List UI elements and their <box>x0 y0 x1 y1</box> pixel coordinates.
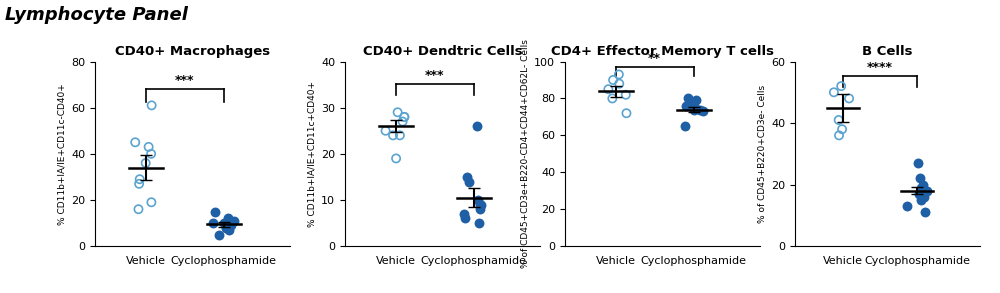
Y-axis label: % of CD45+B220+CD3e- Cells: % of CD45+B220+CD3e- Cells <box>758 85 767 223</box>
Point <box>680 96 696 101</box>
Title: CD40+ Macrophages: CD40+ Macrophages <box>115 45 270 58</box>
Text: ***: *** <box>425 69 444 82</box>
Point <box>144 103 160 108</box>
Point <box>695 109 711 114</box>
Point <box>916 195 932 199</box>
Y-axis label: % CD11b+IA/IE+CD11c-CD40+: % CD11b+IA/IE+CD11c-CD40+ <box>58 83 67 225</box>
Point <box>131 181 147 186</box>
Y-axis label: % CD11b+IA/IE+CD11c+CD40+: % CD11b+IA/IE+CD11c+CD40+ <box>308 81 317 227</box>
Point <box>834 127 850 132</box>
Point <box>143 200 159 205</box>
Point <box>919 188 935 193</box>
Point <box>223 223 239 228</box>
Point <box>378 128 394 133</box>
Point <box>684 102 700 106</box>
Point <box>833 84 849 88</box>
Point <box>138 161 154 165</box>
Point <box>473 202 489 207</box>
Point <box>605 78 621 82</box>
Point <box>604 96 620 101</box>
Point <box>688 98 704 103</box>
Point <box>911 192 927 196</box>
Point <box>913 185 929 190</box>
Y-axis label: % of CD45+CD3e+B220-CD4+CD44+CD62L- Cells: % of CD45+CD3e+B220-CD4+CD44+CD62L- Cell… <box>521 39 530 268</box>
Point <box>826 90 842 95</box>
Point <box>396 115 412 119</box>
Point <box>686 107 702 112</box>
Text: ***: *** <box>175 74 194 87</box>
Point <box>456 212 472 216</box>
Point <box>910 161 926 165</box>
Point <box>226 218 242 223</box>
Point <box>618 111 634 115</box>
Point <box>472 207 488 212</box>
Point <box>469 124 485 128</box>
Title: CD40+ Dendtric Cells: CD40+ Dendtric Cells <box>363 45 522 58</box>
Title: CD4+ Effector Memory T cells: CD4+ Effector Memory T cells <box>551 45 774 58</box>
Point <box>461 179 477 184</box>
Point <box>216 221 232 225</box>
Point <box>692 107 708 112</box>
Point <box>132 177 148 182</box>
Point <box>917 210 933 214</box>
Point <box>913 197 929 202</box>
Point <box>470 197 486 202</box>
Point <box>471 221 487 225</box>
Point <box>611 81 627 86</box>
Text: Lymphocyte Panel: Lymphocyte Panel <box>5 6 188 24</box>
Point <box>221 228 237 232</box>
Point <box>687 105 703 110</box>
Point <box>841 96 857 101</box>
Point <box>385 133 401 138</box>
Point <box>899 204 915 209</box>
Point <box>218 225 234 230</box>
Point <box>618 92 634 97</box>
Point <box>459 175 475 179</box>
Point <box>130 207 146 212</box>
Point <box>392 133 408 138</box>
Point <box>127 140 143 145</box>
Point <box>220 216 236 221</box>
Point <box>388 156 404 161</box>
Point <box>912 176 928 181</box>
Point <box>457 216 473 221</box>
Point <box>678 103 694 108</box>
Point <box>143 151 159 156</box>
Point <box>205 221 221 225</box>
Point <box>611 72 627 77</box>
Point <box>207 209 223 214</box>
Point <box>831 117 847 122</box>
Text: **: ** <box>648 52 661 65</box>
Title: B Cells: B Cells <box>862 45 913 58</box>
Point <box>396 115 412 119</box>
Point <box>141 144 157 149</box>
Point <box>395 119 411 124</box>
Point <box>472 202 488 207</box>
Point <box>677 124 693 128</box>
Point <box>390 110 406 115</box>
Text: ****: **** <box>867 62 893 74</box>
Point <box>600 87 616 91</box>
Point <box>915 182 931 187</box>
Point <box>831 133 847 138</box>
Point <box>211 232 227 237</box>
